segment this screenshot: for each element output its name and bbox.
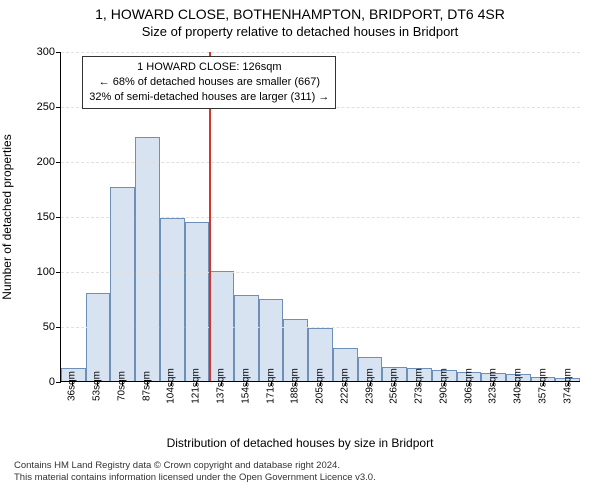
x-tick-label: 171sqm: [265, 368, 276, 404]
x-tick: 87sqm: [134, 382, 159, 442]
chart-title: 1, HOWARD CLOSE, BOTHENHAMPTON, BRIDPORT…: [0, 6, 600, 22]
x-tick: 222sqm: [332, 382, 357, 442]
x-tick-label: 357sqm: [537, 368, 548, 404]
x-tick: 374sqm: [555, 382, 580, 442]
gridline: [61, 52, 580, 53]
x-tick: 188sqm: [283, 382, 308, 442]
annotation-line: ← 68% of detached houses are smaller (66…: [89, 75, 329, 90]
footer-line-1: Contains HM Land Registry data © Crown c…: [14, 460, 600, 472]
x-tick: 171sqm: [258, 382, 283, 442]
figure: 1, HOWARD CLOSE, BOTHENHAMPTON, BRIDPORT…: [0, 0, 600, 500]
x-tick-label: 70sqm: [116, 371, 127, 401]
y-tick-label: 150: [37, 211, 61, 223]
annotation-line: 32% of semi-detached houses are larger (…: [89, 90, 329, 105]
x-tick-label: 273sqm: [414, 368, 425, 404]
x-tick: 323sqm: [481, 382, 506, 442]
histogram-bar: [86, 293, 111, 381]
x-tick: 357sqm: [531, 382, 556, 442]
x-tick-label: 340sqm: [513, 368, 524, 404]
histogram-bar: [135, 137, 160, 381]
x-tick-label: 323sqm: [488, 368, 499, 404]
annotation-line: 1 HOWARD CLOSE: 126sqm: [89, 60, 329, 75]
x-tick: 70sqm: [110, 382, 135, 442]
gridline: [61, 327, 580, 328]
x-tick-label: 154sqm: [240, 368, 251, 404]
x-tick-label: 188sqm: [290, 368, 301, 404]
x-tick: 104sqm: [159, 382, 184, 442]
x-tick-label: 222sqm: [339, 368, 350, 404]
x-tick-label: 53sqm: [92, 371, 103, 401]
gridline: [61, 217, 580, 218]
y-tick-label: 300: [37, 46, 61, 58]
y-axis-label: Number of detached properties: [0, 134, 14, 299]
histogram-bar: [185, 222, 210, 382]
x-tick-label: 87sqm: [141, 371, 152, 401]
x-ticks: 36sqm53sqm70sqm87sqm104sqm121sqm137sqm15…: [60, 382, 580, 442]
x-tick: 340sqm: [506, 382, 531, 442]
y-tick-label: 200: [37, 156, 61, 168]
x-tick: 256sqm: [382, 382, 407, 442]
gridline: [61, 272, 580, 273]
x-tick: 306sqm: [456, 382, 481, 442]
x-tick-label: 290sqm: [438, 368, 449, 404]
footer: Contains HM Land Registry data © Crown c…: [0, 460, 600, 485]
y-tick-label: 50: [43, 321, 61, 333]
x-tick: 290sqm: [431, 382, 456, 442]
histogram-bar: [160, 218, 185, 381]
x-tick: 137sqm: [209, 382, 234, 442]
histogram-bar: [209, 271, 234, 381]
footer-line-2: This material contains information licen…: [14, 472, 600, 484]
x-tick: 273sqm: [407, 382, 432, 442]
x-tick-label: 306sqm: [463, 368, 474, 404]
y-tick-label: 250: [37, 101, 61, 113]
y-tick-label: 100: [37, 266, 61, 278]
x-tick-label: 36sqm: [67, 371, 78, 401]
gridline: [61, 162, 580, 163]
x-tick-label: 205sqm: [315, 368, 326, 404]
x-tick: 121sqm: [184, 382, 209, 442]
x-tick-label: 104sqm: [166, 368, 177, 404]
annotation-box: 1 HOWARD CLOSE: 126sqm← 68% of detached …: [82, 56, 336, 109]
plot-area: 0501001502002503001 HOWARD CLOSE: 126sqm…: [60, 52, 580, 382]
x-tick-label: 256sqm: [389, 368, 400, 404]
x-tick-label: 137sqm: [215, 368, 226, 404]
x-tick-label: 239sqm: [364, 368, 375, 404]
x-axis-label: Distribution of detached houses by size …: [0, 436, 600, 450]
x-tick: 154sqm: [233, 382, 258, 442]
x-tick: 36sqm: [60, 382, 85, 442]
x-tick-label: 121sqm: [191, 368, 202, 404]
x-tick: 205sqm: [308, 382, 333, 442]
x-tick-label: 374sqm: [562, 368, 573, 404]
chart-subtitle: Size of property relative to detached ho…: [0, 24, 600, 39]
x-tick: 53sqm: [85, 382, 110, 442]
x-tick: 239sqm: [357, 382, 382, 442]
